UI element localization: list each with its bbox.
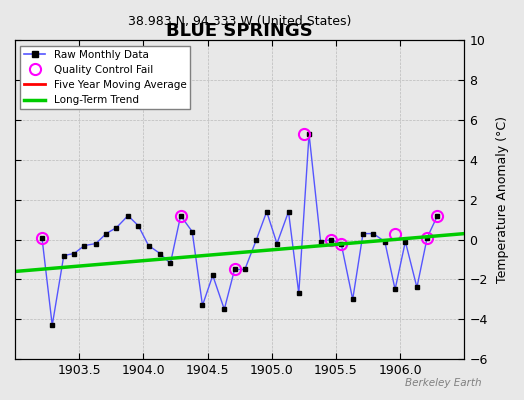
Legend: Raw Monthly Data, Quality Control Fail, Five Year Moving Average, Long-Term Tren: Raw Monthly Data, Quality Control Fail, …: [20, 46, 190, 110]
Y-axis label: Temperature Anomaly (°C): Temperature Anomaly (°C): [496, 116, 509, 283]
Text: 38.983 N, 94.333 W (United States): 38.983 N, 94.333 W (United States): [128, 14, 352, 28]
Text: Berkeley Earth: Berkeley Earth: [406, 378, 482, 388]
Title: BLUE SPRINGS: BLUE SPRINGS: [166, 22, 313, 40]
